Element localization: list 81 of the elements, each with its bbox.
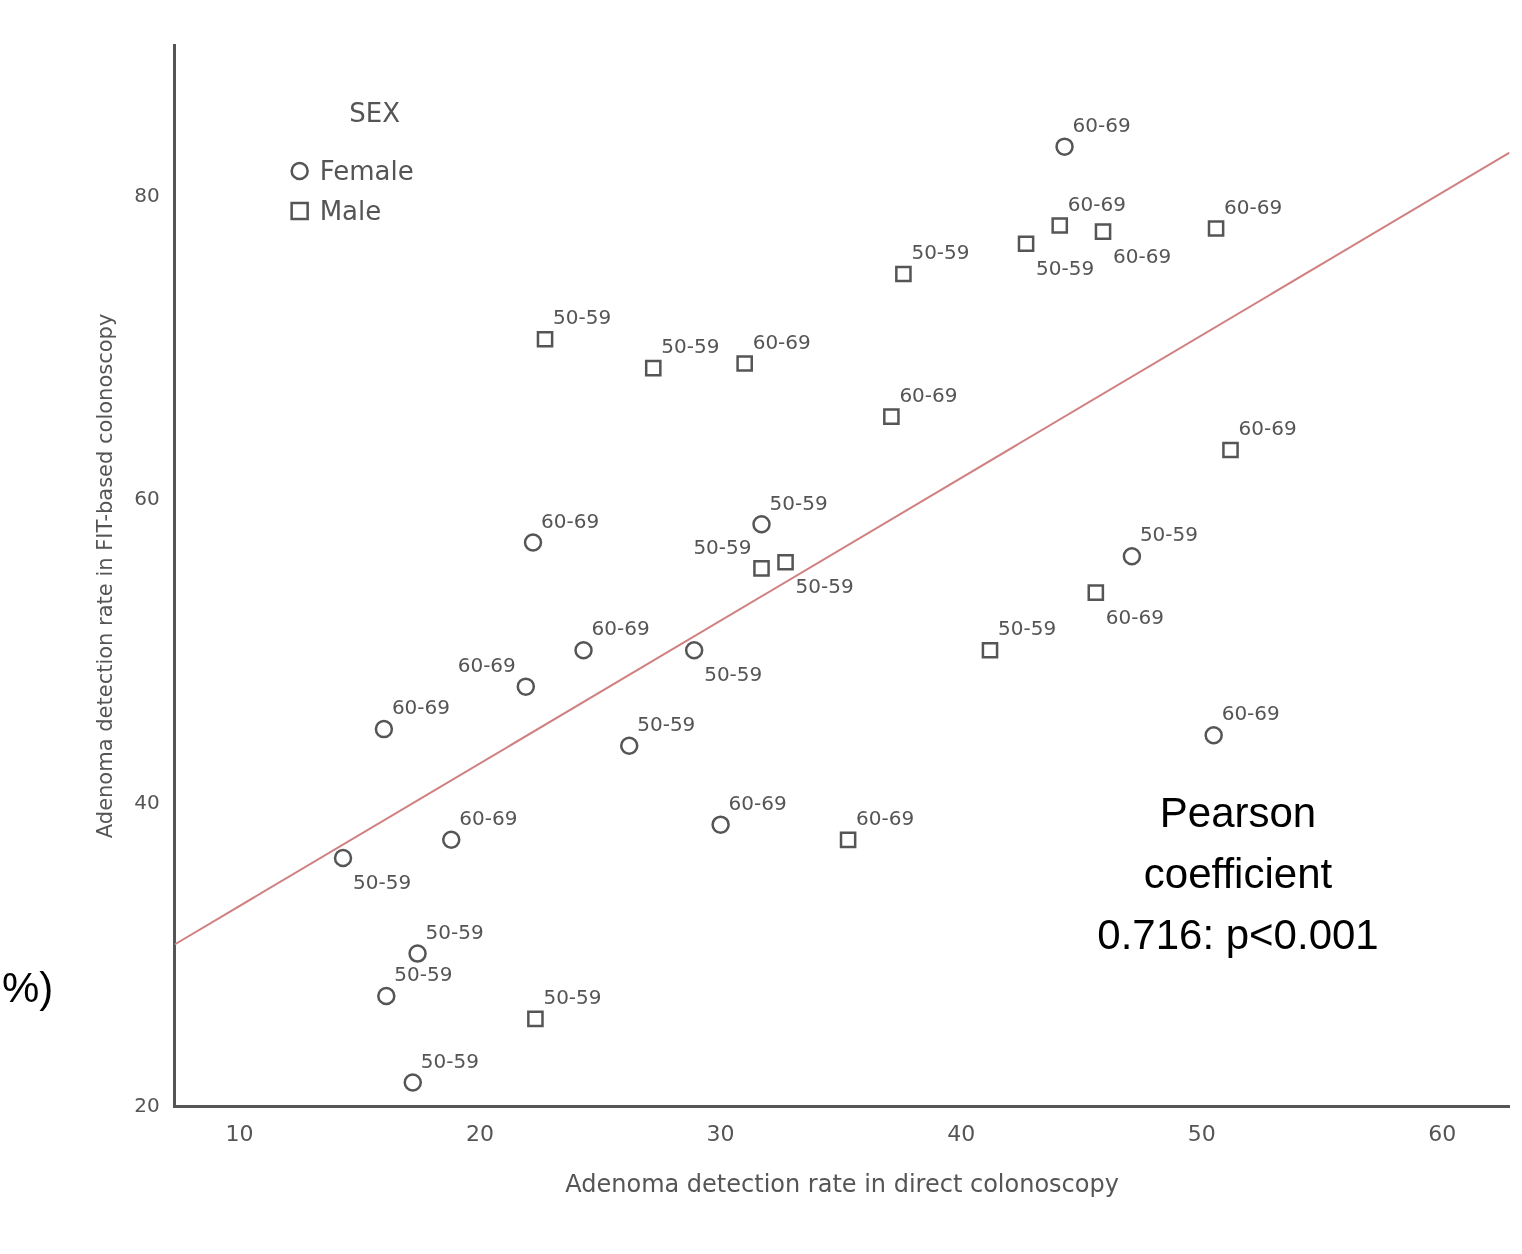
data-label: 60-69 bbox=[1072, 112, 1131, 137]
point bbox=[1122, 546, 1142, 566]
data-label: 50-59 bbox=[425, 919, 484, 944]
data-label: 60-69 bbox=[457, 652, 516, 677]
point bbox=[1222, 441, 1239, 459]
y-tick-label: 80 bbox=[134, 182, 160, 207]
point bbox=[536, 330, 554, 348]
point bbox=[523, 533, 543, 552]
data-label: 50-59 bbox=[911, 240, 970, 265]
data-label: 60-69 bbox=[1221, 701, 1280, 726]
x-tick-label: 60 bbox=[1428, 1120, 1457, 1146]
point bbox=[619, 736, 639, 756]
data-label: 60-69 bbox=[1113, 243, 1172, 268]
data-label: 60-69 bbox=[391, 695, 451, 720]
point bbox=[1094, 223, 1112, 240]
data-label: 50-59 bbox=[394, 962, 453, 987]
data-label: 50-59 bbox=[795, 574, 854, 599]
point bbox=[644, 359, 662, 377]
point bbox=[1017, 235, 1035, 253]
point bbox=[752, 515, 771, 534]
point bbox=[527, 1010, 544, 1028]
point bbox=[333, 848, 353, 868]
data-label: 60-69 bbox=[1067, 191, 1126, 216]
point bbox=[441, 830, 461, 850]
x-tick-label: 20 bbox=[466, 1120, 495, 1146]
point bbox=[981, 641, 999, 659]
point bbox=[1051, 217, 1069, 234]
data-label: 60-69 bbox=[591, 616, 650, 641]
data-label: 60-69 bbox=[1224, 194, 1283, 219]
data-label: 60-69 bbox=[856, 806, 915, 831]
data-label: 50-59 bbox=[420, 1048, 479, 1073]
data-label: 60-69 bbox=[728, 790, 787, 815]
point bbox=[753, 560, 770, 577]
annotation: Pearson coefficient 0.716: p<0.001 bbox=[1097, 788, 1379, 958]
data-label: 50-59 bbox=[693, 534, 752, 559]
x-axis-title: Adenoma detection rate in direct colonoscopy bbox=[565, 1169, 1119, 1198]
point bbox=[711, 815, 730, 834]
point bbox=[883, 408, 900, 425]
point bbox=[516, 677, 536, 696]
data-label: 50-59 bbox=[704, 662, 763, 687]
y-tick-label: 40 bbox=[134, 789, 160, 814]
point bbox=[403, 1073, 423, 1092]
point bbox=[377, 986, 396, 1006]
x-tick-label: 30 bbox=[706, 1120, 735, 1146]
data-label: 60-69 bbox=[1238, 416, 1297, 441]
data-label: 50-59 bbox=[637, 711, 696, 736]
point bbox=[736, 355, 753, 372]
data-label: 50-59 bbox=[353, 870, 412, 895]
data-label: 60-69 bbox=[752, 329, 811, 354]
data-label: 50-59 bbox=[1036, 255, 1095, 280]
y-axis-title: Adenoma detection rate in FIT-based colonoscopy bbox=[93, 313, 118, 839]
point bbox=[777, 553, 794, 571]
data-label: 50-59 bbox=[543, 985, 602, 1010]
data-label: 50-59 bbox=[997, 616, 1057, 641]
data-label: 50-59 bbox=[1139, 522, 1199, 547]
point bbox=[374, 719, 394, 739]
point bbox=[574, 640, 593, 660]
y-tick-label: 20 bbox=[134, 1093, 160, 1117]
point bbox=[1087, 584, 1105, 601]
point bbox=[1055, 137, 1074, 156]
x-tick-label: 40 bbox=[947, 1120, 976, 1146]
text: %) bbox=[2, 963, 54, 1011]
legend-title: SEX bbox=[349, 97, 401, 128]
legend-label: Male bbox=[319, 195, 382, 226]
point bbox=[1204, 725, 1223, 745]
data-label: 60-69 bbox=[459, 806, 518, 831]
point bbox=[895, 265, 912, 283]
point bbox=[1207, 220, 1225, 237]
point bbox=[684, 640, 704, 660]
y-tick-label: 60 bbox=[134, 486, 160, 511]
data-label: 50-59 bbox=[769, 490, 828, 515]
point bbox=[839, 831, 857, 849]
data-label: 60-69 bbox=[1105, 604, 1164, 629]
x-tick-label: 10 bbox=[225, 1120, 254, 1146]
point bbox=[408, 944, 427, 963]
data-label: 60-69 bbox=[899, 382, 958, 407]
data-label: 60-69 bbox=[541, 508, 600, 533]
legend-label: Female bbox=[319, 155, 414, 186]
x-tick-label: 50 bbox=[1187, 1120, 1216, 1146]
data-label: 50-59 bbox=[553, 305, 612, 330]
data-label: 50-59 bbox=[661, 334, 720, 359]
